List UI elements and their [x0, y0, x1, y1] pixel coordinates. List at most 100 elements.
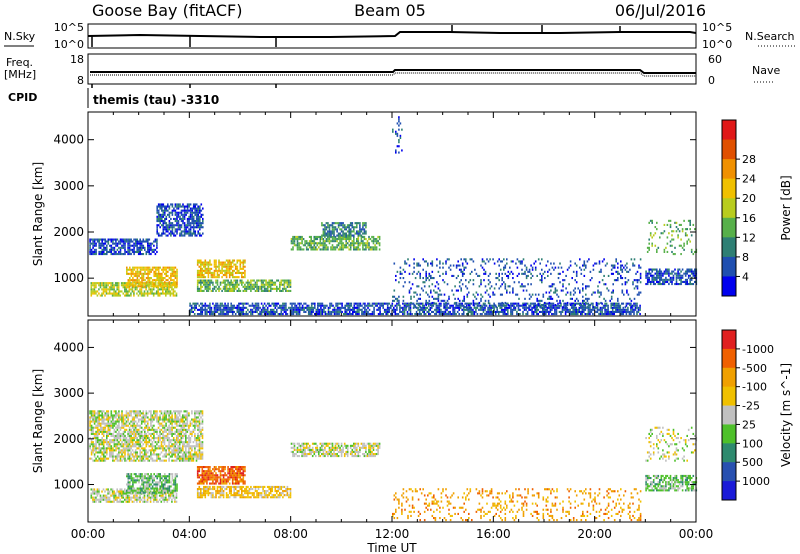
colorbar-segment: [722, 237, 736, 258]
echo-region-1: [90, 488, 178, 503]
y-tick-label: 3000: [53, 179, 84, 193]
power-panel: 1000 2000 3000 4000 Slant Range [km]: [31, 111, 698, 317]
freq-strip: Freq. [MHz] 18 8 60 0 Nave: [4, 53, 780, 88]
colorbar-tick-label: -1000: [742, 343, 774, 356]
colorbar-label: Velocity [m s^-1]: [779, 363, 793, 467]
freq-tick-bottom: 8: [77, 74, 84, 87]
colorbar-tick-label: 12: [742, 231, 756, 244]
echo-region-7: [321, 222, 367, 237]
colorbar-segment: [722, 217, 736, 238]
freq-tick-top: 18: [70, 53, 84, 66]
colorbar-tick-label: 500: [742, 456, 763, 469]
colorbar-tick-label: -100: [742, 381, 767, 394]
nsearch-tick-bottom: 10^0: [702, 38, 732, 51]
echo-region-1: [156, 203, 204, 237]
colorbar-segment: [722, 386, 736, 407]
echo-region-3: [196, 466, 246, 485]
echo-region-6: [290, 235, 381, 251]
velocity-colorbar: 1000 500 100 25 -25 -100 -500 -1000 Velocity [m …: [721, 329, 793, 501]
colorbar-tick-label: 20: [742, 192, 756, 205]
echo-region-6: [392, 488, 642, 522]
colorbar-tick-label: 24: [742, 173, 756, 186]
colorbar-segment: [722, 367, 736, 388]
echo-region-0: [89, 410, 204, 462]
echo-region-2: [126, 473, 178, 494]
colorbar-tick-label: 100: [742, 437, 763, 450]
colorbar-segment: [722, 462, 736, 482]
y-tick-label: 4000: [53, 133, 84, 147]
y-axis-label: Slant Range [km]: [31, 162, 45, 266]
echo-region-4: [196, 485, 292, 499]
colorbar-segment: [722, 405, 736, 425]
colorbar-segment: [722, 139, 736, 160]
power-colorbar: 4 8 12 16 20 24 28 Power [dB]: [721, 119, 793, 297]
colorbar-tick-label: 25: [742, 418, 756, 431]
echo-region-4: [196, 259, 246, 279]
echo-region-10: [392, 116, 403, 154]
y-tick-label: 1000: [53, 478, 84, 492]
velocity-panel: 1000 2000 3000 4000 Slant Range [km]: [31, 319, 698, 523]
colorbar-segment: [722, 330, 736, 350]
station-title: Goose Bay (fitACF): [92, 1, 242, 20]
colorbar-segment: [722, 178, 736, 199]
x-tick-label: 04:00: [172, 527, 207, 541]
nsky-tick-top: 10^5: [54, 21, 84, 34]
echo-region-5: [196, 279, 292, 292]
colorbar-segment: [722, 481, 736, 501]
colorbar-tick-label: 4: [742, 270, 749, 283]
nsky-strip: N.Sky 10^5 10^0 10^5 10^0 N.Search: [4, 21, 795, 51]
x-tick-label: 20:00: [577, 527, 612, 541]
nave-tick-top: 60: [708, 53, 722, 66]
y-tick-label: 2000: [53, 432, 84, 446]
colorbar-tick-label: -25: [742, 400, 760, 413]
nsky-tick-bottom: 10^0: [54, 38, 84, 51]
date-title: 06/Jul/2016: [615, 1, 706, 20]
x-tick-label: 00:00: [679, 527, 714, 541]
colorbar-label: Power [dB]: [779, 175, 793, 240]
colorbar-segment: [722, 256, 736, 277]
echo-region-7: [645, 426, 698, 462]
colorbar-segment: [722, 443, 736, 463]
echo-region-8: [645, 474, 698, 492]
colorbar-segment: [722, 276, 736, 297]
y-axis-label: Slant Range [km]: [31, 369, 45, 473]
x-tick-label: 16:00: [476, 527, 511, 541]
freq-label-top: Freq.: [6, 56, 33, 69]
freq-label-bottom: [MHz]: [4, 68, 36, 81]
y-tick-label: 1000: [53, 271, 84, 285]
y-tick-label: 2000: [53, 225, 84, 239]
colorbar-tick-label: -500: [742, 362, 767, 375]
y-tick-label: 3000: [53, 386, 84, 400]
colorbar-segment: [722, 120, 736, 141]
colorbar-segment: [722, 348, 736, 369]
echo-region-5: [290, 442, 381, 458]
x-tick-label: 12:00: [375, 527, 410, 541]
echo-region-3: [126, 266, 178, 288]
echo-region-0: [89, 238, 158, 256]
nsky-trace: [87, 31, 697, 38]
x-axis-label: Time UT: [366, 541, 417, 554]
colorbar-tick-label: 16: [742, 212, 756, 225]
beam-title: Beam 05: [354, 1, 426, 20]
echo-region-9: [392, 258, 642, 309]
colorbar-segment: [722, 424, 736, 444]
time-axis: 00:00 04:00 08:00 12:00 16:00 20:00 00:00: [71, 527, 714, 541]
colorbar-tick-label: 8: [742, 251, 749, 264]
y-tick-label: 4000: [53, 340, 84, 354]
nave-tick-bottom: 0: [708, 74, 715, 87]
colorbar-tick-label: 28: [742, 153, 756, 166]
nsearch-label: N.Search: [745, 30, 795, 43]
nsearch-tick-top: 10^5: [702, 21, 732, 34]
cpid-label: CPID: [8, 91, 37, 104]
echo-region-2: [90, 282, 178, 297]
nave-label: Nave: [752, 64, 780, 77]
x-tick-label: 08:00: [273, 527, 308, 541]
freq-trace: [90, 69, 696, 74]
echo-region-11: [646, 219, 698, 256]
nsky-label: N.Sky: [4, 30, 36, 43]
x-tick-label: 00:00: [71, 527, 106, 541]
echo-region-12: [645, 268, 698, 286]
colorbar-segment: [722, 159, 736, 180]
colorbar-tick-label: 1000: [742, 475, 770, 488]
